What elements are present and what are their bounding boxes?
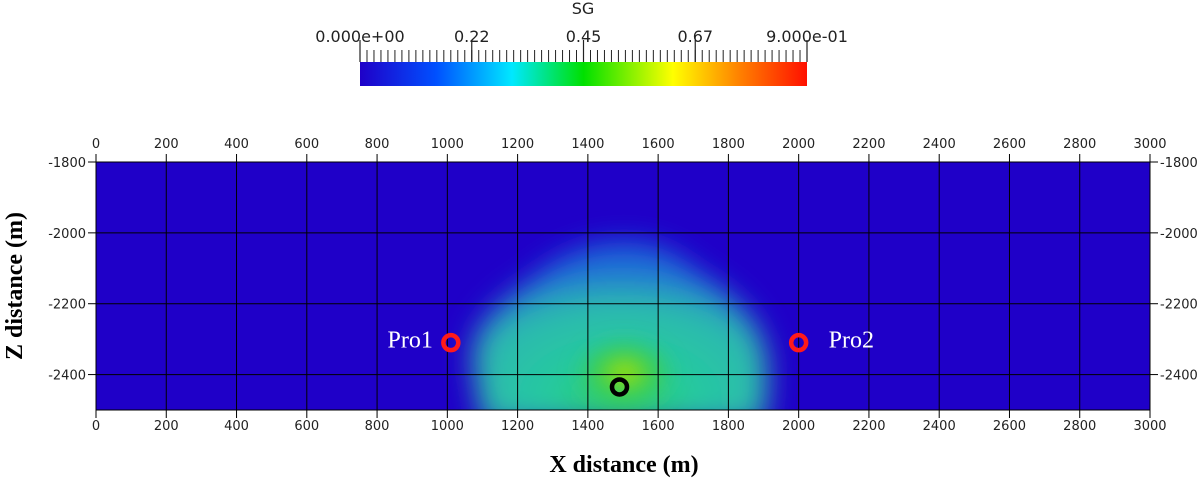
well-marker <box>609 377 630 397</box>
y-tick-label-left: -2200 <box>48 298 86 313</box>
y-tick-label-left: -2400 <box>48 369 86 384</box>
x-tick-label-bottom: 2400 <box>923 419 956 434</box>
y-axis-title: Z distance (m) <box>2 212 28 360</box>
colorbar: SG 0.000e+00 0.22 0.45 0.67 9.000e-01 <box>315 0 848 86</box>
x-axis-title: X distance (m) <box>549 452 698 478</box>
x-tick-label-bottom: 400 <box>224 419 249 434</box>
plume-field <box>472 242 768 410</box>
y-ticks: -1800 -1800 -2000 -2000 -2200 -2200 -2400 -2400 <box>48 156 1198 384</box>
y-tick-label-left: -2000 <box>48 227 86 242</box>
x-tick-label-bottom: 2000 <box>782 419 815 434</box>
wells: Pro1 Pro2 <box>388 328 874 397</box>
y-tick-label-right: -2400 <box>1160 369 1198 384</box>
x-tick-label-bottom: 3000 <box>1133 419 1166 434</box>
plot-frame <box>95 161 1151 411</box>
colorbar-ticks: 0.000e+00 0.22 0.45 0.67 9.000e-01 <box>315 27 848 62</box>
plot-area: 0 0 200 200 400 400 600 600 800 800 1000 1000 1200 12… <box>48 137 1198 434</box>
x-tick-label-top: 1800 <box>712 137 745 152</box>
colorbar-tick-label: 0.000e+00 <box>315 27 404 46</box>
y-tick-label-right: -2200 <box>1160 298 1198 313</box>
x-tick-label-bottom: 0 <box>92 419 100 434</box>
x-tick-label-top: 600 <box>294 137 319 152</box>
plume <box>472 242 768 410</box>
x-tick-label-top: 2200 <box>852 137 885 152</box>
x-tick-label-top: 1600 <box>642 137 675 152</box>
x-tick-label-bottom: 1400 <box>571 419 604 434</box>
well-marker <box>441 332 461 353</box>
x-tick-label-bottom: 2200 <box>852 419 885 434</box>
colorbar-tick-label: 0.67 <box>677 27 713 46</box>
x-tick-label-top: 1400 <box>571 137 604 152</box>
plume-core <box>569 332 680 410</box>
well-label: Pro1 <box>388 328 433 354</box>
well-marker <box>788 332 809 353</box>
x-tick-label-bottom: 1000 <box>431 419 464 434</box>
x-tick-label-bottom: 600 <box>294 419 319 434</box>
x-tick-label-top: 200 <box>154 137 179 152</box>
well-label: Pro2 <box>829 328 874 354</box>
x-tick-label-bottom: 1600 <box>642 419 675 434</box>
x-tick-label-bottom: 2800 <box>1063 419 1096 434</box>
colorbar-tick-label: 0.22 <box>454 27 490 46</box>
x-tick-label-top: 1200 <box>501 137 534 152</box>
x-tick-label-top: 0 <box>92 137 100 152</box>
x-tick-label-top: 2800 <box>1063 137 1096 152</box>
colorbar-tick-label: 9.000e-01 <box>766 27 848 46</box>
x-tick-label-bottom: 1800 <box>712 419 745 434</box>
colorbar-tick-label: 0.45 <box>566 27 602 46</box>
x-tick-label-top: 400 <box>224 137 249 152</box>
x-tick-label-bottom: 1200 <box>501 419 534 434</box>
x-tick-label-bottom: 800 <box>365 419 390 434</box>
x-tick-label-top: 800 <box>365 137 390 152</box>
x-tick-label-top: 2400 <box>923 137 956 152</box>
x-tick-label-top: 2000 <box>782 137 815 152</box>
y-tick-label-right: -1800 <box>1160 156 1198 171</box>
x-tick-label-bottom: 2600 <box>993 419 1026 434</box>
x-tick-label-top: 2600 <box>993 137 1026 152</box>
y-tick-label-left: -1800 <box>48 156 86 171</box>
x-tick-label-top: 1000 <box>431 137 464 152</box>
colorbar-title: SG <box>572 0 595 18</box>
x-tick-label-bottom: 200 <box>154 419 179 434</box>
x-tick-label-top: 3000 <box>1133 137 1166 152</box>
colorbar-gradient <box>360 62 807 86</box>
y-tick-label-right: -2000 <box>1160 227 1198 242</box>
x-ticks: 0 0 200 200 400 400 600 600 800 800 1000 1000 1200 12… <box>92 137 1167 434</box>
